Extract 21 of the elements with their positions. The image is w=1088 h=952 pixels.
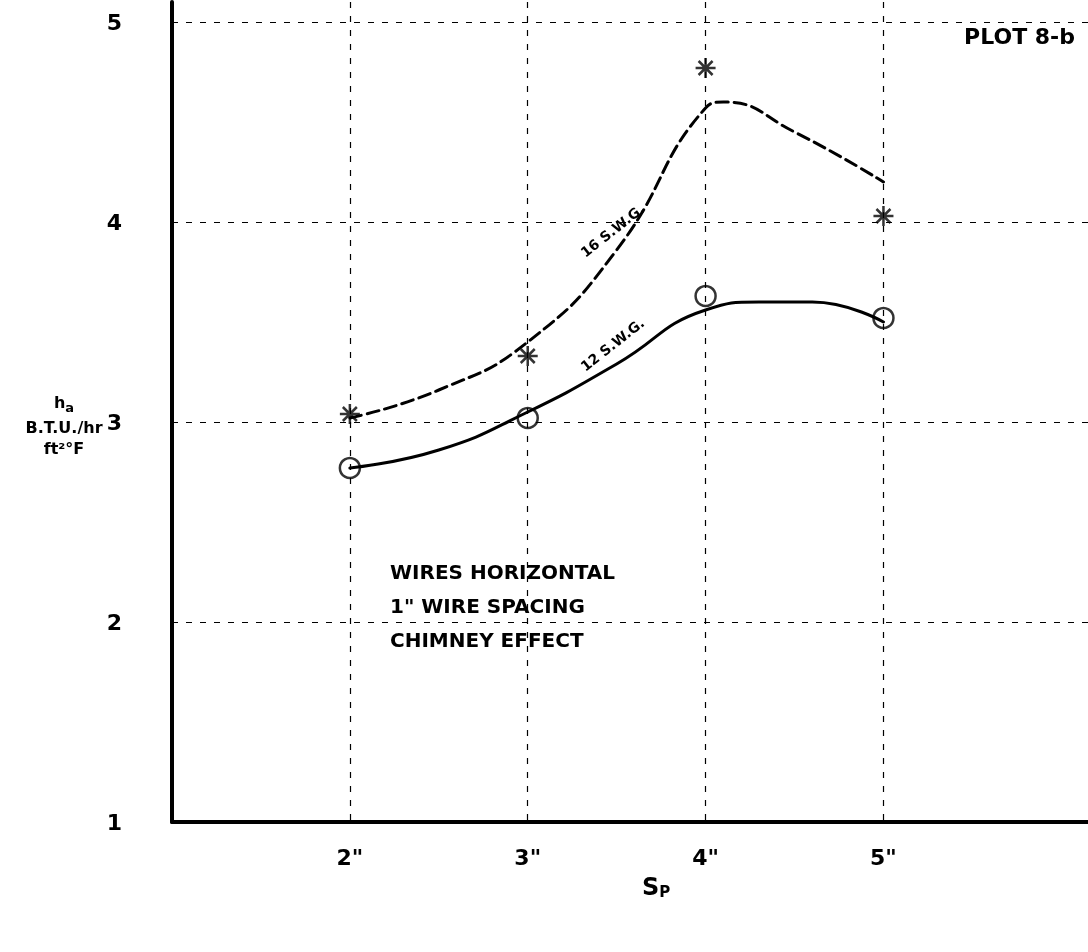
point [694, 284, 717, 308]
x-tick-label: 5" [870, 844, 897, 870]
x-axis-title: SP [642, 873, 671, 901]
x-tick-label: 4" [692, 844, 719, 870]
y-tick-label: 5 [106, 9, 122, 35]
point [516, 344, 539, 368]
x-tick-label: 2" [336, 844, 364, 870]
x-tick-label: 3" [514, 844, 542, 870]
y-tick-label: 4 [106, 209, 122, 235]
y-tick-label: 3 [106, 409, 122, 435]
annotation: WIRES HORIZONTAL 1" WIRE SPACING CHIMNEY EFFECT [390, 560, 616, 652]
point [338, 456, 362, 480]
point [338, 402, 362, 426]
y-tick-label: 2 [106, 609, 122, 635]
text: PLOT 8-b [964, 23, 1076, 49]
y-tick-label: 1 [106, 809, 122, 835]
point [516, 406, 539, 430]
point [872, 204, 895, 228]
point [872, 306, 895, 330]
y-axis-title: h$_{a}$ B.T.U./hr ft²°F [25, 393, 103, 459]
point [694, 56, 717, 80]
